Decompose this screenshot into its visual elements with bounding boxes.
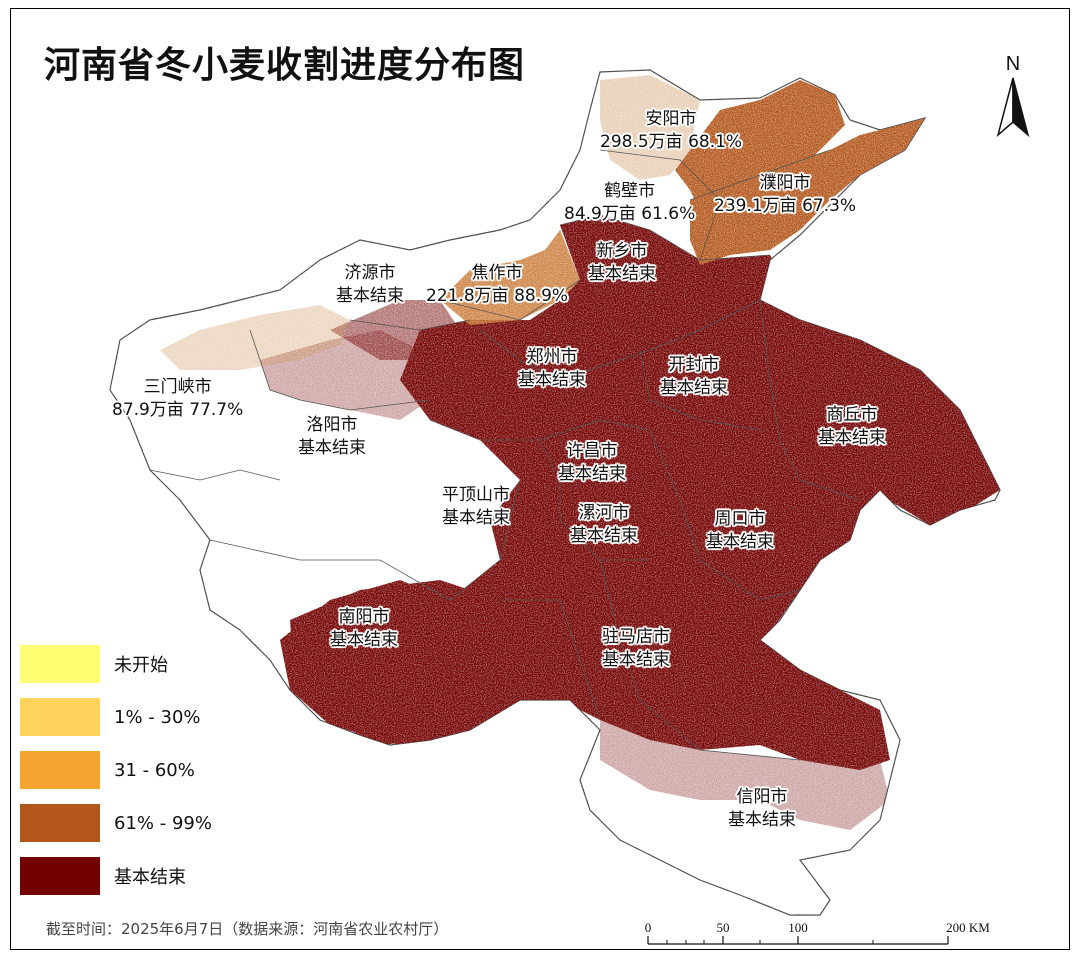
legend-swatch xyxy=(20,645,100,683)
label-xinxiang: 新乡市 基本结束 xyxy=(588,240,656,286)
legend-item: 未开始 xyxy=(20,644,168,684)
city-status: 基本结束 xyxy=(558,464,626,484)
scale-tick-label: 100 xyxy=(788,920,808,935)
legend-swatch xyxy=(20,698,100,736)
north-arrow-icon: N xyxy=(996,53,1030,138)
legend-label: 31 - 60% xyxy=(114,759,195,781)
legend-swatch xyxy=(20,751,100,789)
city-name: 商丘市 xyxy=(826,405,878,425)
city-name: 南阳市 xyxy=(338,607,390,627)
city-name: 漯河市 xyxy=(578,503,630,523)
north-label: N xyxy=(1006,53,1020,75)
footnote: 截至时间：2025年6月7日（数据来源：河南省农业农村厅） xyxy=(46,920,449,938)
city-status: 基本结束 xyxy=(588,264,656,284)
city-status: 基本结束 xyxy=(818,428,886,448)
legend-item: 61% - 99% xyxy=(20,803,212,843)
city-name: 开封市 xyxy=(668,355,720,375)
legend-swatch xyxy=(20,804,100,842)
scale-tick-label: 50 xyxy=(717,920,730,935)
scale-tick-label: 200 KM xyxy=(946,920,990,935)
label-anyang: 安阳市 298.5万亩 68.1% xyxy=(600,108,742,154)
label-nanyang: 南阳市 基本结束 xyxy=(330,606,398,652)
label-zhoukou: 周口市 基本结束 xyxy=(706,508,774,554)
legend-label: 未开始 xyxy=(114,655,168,676)
city-name: 信阳市 xyxy=(736,787,788,807)
city-status: 基本结束 xyxy=(298,438,366,458)
city-name: 郑州市 xyxy=(526,347,578,367)
legend-label: 基本结束 xyxy=(114,867,186,888)
city-status: 298.5万亩 68.1% xyxy=(600,132,743,152)
city-status: 基本结束 xyxy=(336,286,404,306)
city-status: 84.9万亩 61.6% xyxy=(564,204,696,224)
city-name: 安阳市 xyxy=(645,109,697,129)
label-sanmenxia: 三门峡市 87.9万亩 77.7% xyxy=(112,376,243,422)
label-shangqiu: 商丘市 基本结束 xyxy=(818,404,886,450)
legend-label: 1% - 30% xyxy=(114,706,201,728)
city-status: 基本结束 xyxy=(602,650,670,670)
legend-swatch xyxy=(20,857,100,895)
scale-bar: 0 50 100 200 KM xyxy=(645,920,990,945)
label-jiyuan: 济源市 基本结束 xyxy=(336,262,404,308)
city-status: 基本结束 xyxy=(518,370,586,390)
legend-item: 31 - 60% xyxy=(20,750,195,790)
legend-item: 基本结束 xyxy=(20,856,186,896)
city-status: 基本结束 xyxy=(570,526,638,546)
city-boundaries xyxy=(149,149,861,761)
city-status: 239.1万亩 67.3% xyxy=(714,196,857,216)
label-luoyang: 洛阳市 基本结束 xyxy=(298,414,366,460)
city-name: 三门峡市 xyxy=(143,377,212,397)
city-status: 基本结束 xyxy=(442,508,510,528)
city-name: 濮阳市 xyxy=(759,173,811,193)
city-name: 鹤壁市 xyxy=(604,181,656,201)
label-puyang: 濮阳市 239.1万亩 67.3% xyxy=(714,172,856,218)
label-jiaozuo: 焦作市 221.8万亩 88.9% xyxy=(426,262,568,308)
city-name: 洛阳市 xyxy=(306,415,358,435)
city-name: 新乡市 xyxy=(596,241,648,261)
label-hebi: 鹤壁市 84.9万亩 61.6% xyxy=(564,180,695,226)
city-name: 周口市 xyxy=(714,509,766,529)
city-status: 基本结束 xyxy=(706,532,774,552)
city-status: 基本结束 xyxy=(660,378,728,398)
city-status: 87.9万亩 77.7% xyxy=(112,400,244,420)
city-name: 驻马店市 xyxy=(602,627,670,647)
label-luohe: 漯河市 基本结束 xyxy=(570,502,638,548)
legend-item: 1% - 30% xyxy=(20,697,201,737)
city-name: 济源市 xyxy=(344,263,396,283)
city-name: 平顶山市 xyxy=(442,485,510,505)
city-name: 许昌市 xyxy=(566,441,618,461)
city-status: 基本结束 xyxy=(330,630,398,650)
city-status: 221.8万亩 88.9% xyxy=(426,286,569,306)
label-kaifeng: 开封市 基本结束 xyxy=(660,354,728,400)
city-name: 焦作市 xyxy=(471,263,523,283)
label-zhengzhou: 郑州市 基本结束 xyxy=(518,346,586,392)
label-zhumadian: 驻马店市 基本结束 xyxy=(602,626,670,672)
label-xuchang: 许昌市 基本结束 xyxy=(558,440,626,486)
city-status: 基本结束 xyxy=(728,810,796,830)
map-title: 河南省冬小麦收割进度分布图 xyxy=(44,45,526,86)
label-xinyang: 信阳市 基本结束 xyxy=(728,786,796,832)
label-pingdingshan: 平顶山市 基本结束 xyxy=(442,484,510,530)
scale-tick-label: 0 xyxy=(645,920,652,935)
legend-label: 61% - 99% xyxy=(114,812,212,834)
